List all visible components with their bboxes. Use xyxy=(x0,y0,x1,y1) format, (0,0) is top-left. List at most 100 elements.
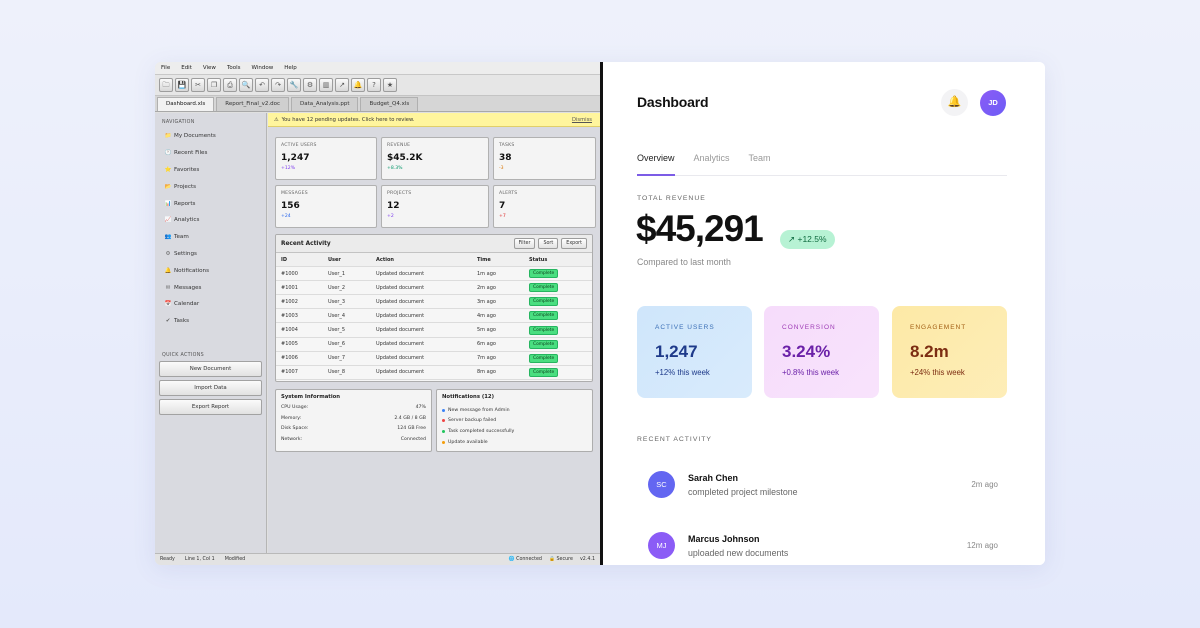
sidebar-item-my-documents[interactable]: 📁 My Documents xyxy=(155,128,266,145)
activity-item[interactable]: MJ Marcus Johnson uploaded new documents 12… xyxy=(648,532,998,562)
notification-item[interactable]: New message from Admin xyxy=(442,405,587,416)
bell-icon[interactable]: 🔔 xyxy=(351,78,365,92)
tab-team[interactable]: Team xyxy=(748,153,771,163)
table-row[interactable]: #1006 User_7 Updated document 7m ago Complet… xyxy=(276,352,592,366)
filter-button[interactable]: Filter xyxy=(513,238,536,249)
doc-tab[interactable]: Report_Final_v2.doc xyxy=(216,97,290,111)
sidebar-item-projects[interactable]: 📂 Projects xyxy=(155,178,266,195)
notification-text: Update available xyxy=(448,439,488,445)
open-icon[interactable]: 🗀 xyxy=(159,78,173,92)
table-cell: User_5 xyxy=(328,327,346,334)
tab-overview[interactable]: Overview xyxy=(637,153,675,176)
trend-icon[interactable]: ↗ xyxy=(335,78,349,92)
table-row[interactable]: #1003 User_4 Updated document 4m ago Complet… xyxy=(276,309,592,324)
dismiss-link[interactable]: Dismiss xyxy=(571,116,592,123)
find-icon[interactable]: 🔍 xyxy=(239,78,253,92)
metric-label: ALERTS xyxy=(499,191,518,196)
table-cell: #1007 xyxy=(281,369,298,376)
import-data-button[interactable]: Import Data xyxy=(159,380,262,396)
notification-bell-icon[interactable]: 🔔 xyxy=(941,89,968,116)
sidebar-item-calendar[interactable]: 📅 Calendar xyxy=(155,296,266,313)
sidebar-item-recent-files[interactable]: 🕑 Recent Files xyxy=(155,145,266,162)
system-info-title: System Information xyxy=(281,394,341,400)
user-avatar[interactable]: JD xyxy=(980,90,1006,116)
sidebar-item-notifications[interactable]: 🔔 Notifications xyxy=(155,262,266,279)
star-icon[interactable]: ★ xyxy=(383,78,397,92)
activity-item[interactable]: SC Sarah Chen completed project milestone 2… xyxy=(648,471,998,501)
table-cell: Complete xyxy=(529,269,592,279)
settings-icon[interactable]: ⚙ xyxy=(303,78,317,92)
help-icon[interactable]: ? xyxy=(367,78,381,92)
sidebar-item-team[interactable]: 👥 Team xyxy=(155,229,266,246)
table-cell: User_6 xyxy=(328,341,346,348)
export-report-button[interactable]: Export Report xyxy=(159,399,262,415)
tool-icon[interactable]: 🔧 xyxy=(287,78,301,92)
kpi-card-conversion: CONVERSION 3.24% +0.8% this week xyxy=(764,306,879,398)
menu-view[interactable]: View xyxy=(202,65,216,71)
table-cell: #1003 xyxy=(281,312,298,319)
kpi-value: 8.2m xyxy=(910,342,949,361)
metric-label: MESSAGES xyxy=(281,191,308,196)
sidebar-item-reports[interactable]: 📊 Reports xyxy=(155,195,266,212)
sort-button[interactable]: Sort xyxy=(538,238,559,249)
export-button[interactable]: Export xyxy=(561,238,587,249)
table-cell: User_4 xyxy=(328,312,346,319)
menu-help[interactable]: Help xyxy=(284,65,297,71)
menu-tools[interactable]: Tools xyxy=(226,65,241,71)
table-cell: User_2 xyxy=(328,284,346,291)
save-icon[interactable]: 💾 xyxy=(175,78,189,92)
sidebar-item-settings[interactable]: ⚙ Settings xyxy=(155,246,266,263)
notification-dot-icon xyxy=(442,429,445,433)
table-row[interactable]: #1004 User_5 Updated document 5m ago Complet… xyxy=(276,323,592,338)
sidebar-item-tasks[interactable]: ✔ Tasks xyxy=(155,313,266,330)
status-badge: Complete xyxy=(529,283,559,293)
sidebar-item-messages[interactable]: ✉ Messages xyxy=(155,279,266,296)
system-info-row: Disk Space: 124 GB Free xyxy=(281,426,426,437)
table-row[interactable]: #1007 User_8 Updated document 8m ago Complet… xyxy=(276,366,592,380)
kpi-label: CONVERSION xyxy=(782,324,836,331)
modern-dashboard: Dashboard 🔔 JD Overview Analytics Team TOT… xyxy=(603,62,1045,565)
notification-item[interactable]: Server backup failed xyxy=(442,416,587,427)
activity-description: uploaded new documents xyxy=(688,548,789,558)
metric-change: -3 xyxy=(499,166,504,171)
table-row[interactable]: #1000 User_1 Updated document 1m ago Complet… xyxy=(276,267,592,282)
notification-item[interactable]: Update available xyxy=(442,437,587,448)
chart-icon[interactable]: ▥ xyxy=(319,78,333,92)
system-info-row: Memory: 2.4 GB / 8 GB xyxy=(281,416,426,427)
menu-file[interactable]: File xyxy=(161,65,171,71)
status-ready: Ready xyxy=(160,557,175,562)
update-banner[interactable]: ⚠ You have 12 pending updates. Click her… xyxy=(268,113,600,127)
table-cell: Complete xyxy=(529,353,592,363)
column-header: Status xyxy=(529,256,548,263)
notification-dot-icon xyxy=(442,408,445,412)
sidebar-item-analytics[interactable]: 📈 Analytics xyxy=(155,212,266,229)
doc-tab[interactable]: Data_Analysis.ppt xyxy=(291,97,359,111)
system-info-row: Network: Connected xyxy=(281,437,426,448)
cut-icon[interactable]: ✂ xyxy=(191,78,205,92)
activity-user-name: Marcus Johnson xyxy=(688,534,760,544)
print-icon[interactable]: ⎙ xyxy=(223,78,237,92)
table-row[interactable]: #1001 User_2 Updated document 2m ago Complet… xyxy=(276,281,592,296)
menu-window[interactable]: Window xyxy=(251,65,274,71)
undo-icon[interactable]: ↶ xyxy=(255,78,269,92)
notification-dot-icon xyxy=(442,440,445,444)
sidebar-item-favorites[interactable]: ⭐ Favorites xyxy=(155,162,266,179)
table-row[interactable]: #1005 User_6 Updated document 6m ago Complet… xyxy=(276,338,592,352)
metric-card-active-users: ACTIVE USERS 1,247 +12% xyxy=(275,137,377,180)
table-cell: Complete xyxy=(529,311,592,321)
table-row[interactable]: #1002 User_3 Updated document 3m ago Complet… xyxy=(276,295,592,310)
status-badge: Complete xyxy=(529,367,559,377)
table-cell: Complete xyxy=(529,297,592,307)
table-cell: #1002 xyxy=(281,298,298,305)
tab-analytics[interactable]: Analytics xyxy=(693,153,730,163)
redo-icon[interactable]: ↷ xyxy=(271,78,285,92)
copy-icon[interactable]: ❐ xyxy=(207,78,221,92)
notification-text: Task completed successfully xyxy=(448,428,515,434)
doc-tab[interactable]: Budget_Q4.xls xyxy=(360,97,419,111)
doc-tab[interactable]: Dashboard.xls xyxy=(157,97,215,111)
new-document-button[interactable]: New Document xyxy=(159,361,262,377)
kpi-change: +24% this week xyxy=(910,368,965,377)
sidebar-item-label: Notifications xyxy=(174,267,210,274)
notification-item[interactable]: Task completed successfully xyxy=(442,426,587,437)
menu-edit[interactable]: Edit xyxy=(181,65,192,71)
